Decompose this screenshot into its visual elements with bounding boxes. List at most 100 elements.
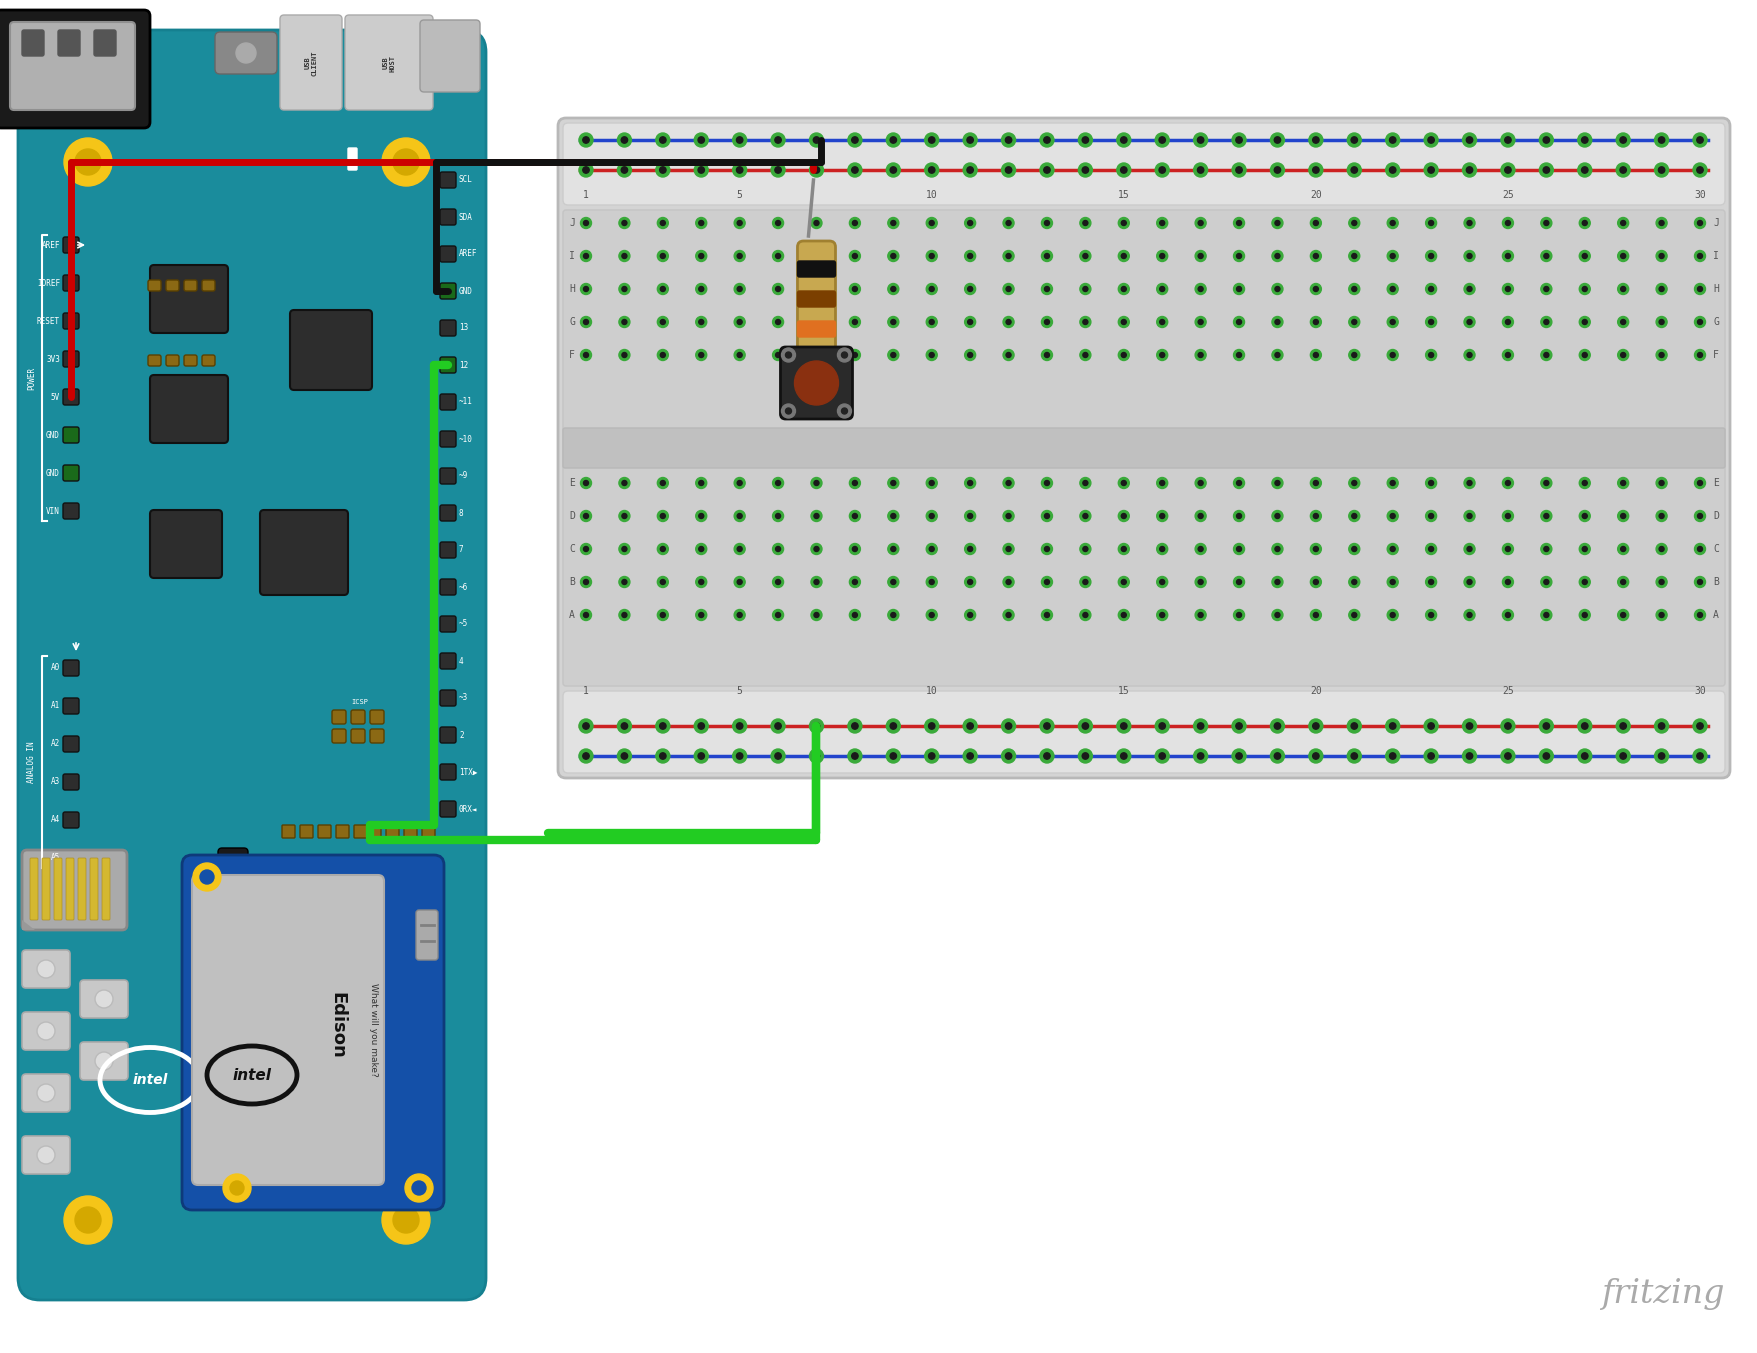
Circle shape <box>852 480 857 486</box>
Text: ~10: ~10 <box>459 434 473 444</box>
Circle shape <box>1351 287 1356 291</box>
Circle shape <box>926 576 936 587</box>
Circle shape <box>847 162 861 177</box>
Circle shape <box>1117 250 1128 261</box>
Circle shape <box>929 480 933 486</box>
Circle shape <box>1539 510 1551 521</box>
FancyBboxPatch shape <box>54 858 61 920</box>
Circle shape <box>661 514 664 518</box>
Circle shape <box>583 547 589 552</box>
Text: Edison: Edison <box>329 992 346 1058</box>
Circle shape <box>1386 544 1397 555</box>
Circle shape <box>1578 478 1590 488</box>
Circle shape <box>1079 544 1091 555</box>
Circle shape <box>1079 478 1091 488</box>
Circle shape <box>1581 287 1587 291</box>
Circle shape <box>1659 253 1664 258</box>
FancyBboxPatch shape <box>183 855 445 1210</box>
Circle shape <box>1005 137 1012 143</box>
Circle shape <box>1193 718 1207 733</box>
Circle shape <box>1386 510 1397 521</box>
FancyBboxPatch shape <box>221 858 242 869</box>
Circle shape <box>966 319 972 325</box>
Circle shape <box>810 510 822 521</box>
Circle shape <box>1620 319 1625 325</box>
Circle shape <box>1539 609 1551 621</box>
Circle shape <box>1620 221 1625 226</box>
Circle shape <box>887 349 898 360</box>
Circle shape <box>1504 514 1509 518</box>
Text: C: C <box>569 544 575 553</box>
FancyBboxPatch shape <box>439 468 455 484</box>
Circle shape <box>659 723 666 729</box>
Circle shape <box>1233 609 1244 621</box>
Circle shape <box>1116 133 1130 147</box>
Circle shape <box>1423 750 1437 763</box>
Circle shape <box>381 138 430 185</box>
Circle shape <box>1581 723 1587 729</box>
Circle shape <box>1082 547 1088 552</box>
FancyBboxPatch shape <box>439 394 455 410</box>
Circle shape <box>200 870 214 884</box>
Circle shape <box>1003 284 1014 295</box>
Circle shape <box>1504 579 1509 584</box>
Circle shape <box>889 723 896 729</box>
Circle shape <box>1232 750 1246 763</box>
Circle shape <box>1156 510 1167 521</box>
FancyBboxPatch shape <box>63 812 79 828</box>
Circle shape <box>963 133 977 147</box>
Circle shape <box>1464 576 1474 587</box>
Circle shape <box>1390 547 1395 552</box>
Circle shape <box>734 576 745 587</box>
FancyBboxPatch shape <box>63 313 79 329</box>
Circle shape <box>1309 133 1321 147</box>
Circle shape <box>1198 547 1202 552</box>
Circle shape <box>1386 317 1397 327</box>
Circle shape <box>1274 166 1279 173</box>
Circle shape <box>1504 353 1509 357</box>
Circle shape <box>583 137 589 143</box>
Circle shape <box>965 218 975 229</box>
Circle shape <box>1465 547 1471 552</box>
Circle shape <box>1082 253 1088 258</box>
Circle shape <box>698 166 705 173</box>
FancyBboxPatch shape <box>420 20 480 92</box>
Circle shape <box>1044 480 1049 486</box>
Circle shape <box>1160 319 1165 325</box>
Text: 1: 1 <box>583 189 589 200</box>
Circle shape <box>1198 221 1202 226</box>
Circle shape <box>1156 609 1167 621</box>
FancyBboxPatch shape <box>23 950 70 988</box>
Circle shape <box>1077 750 1091 763</box>
Circle shape <box>1351 579 1356 584</box>
Circle shape <box>1272 218 1283 229</box>
Circle shape <box>1235 613 1240 617</box>
Circle shape <box>381 1196 430 1243</box>
Circle shape <box>1618 166 1625 173</box>
Circle shape <box>887 609 898 621</box>
Circle shape <box>1040 544 1052 555</box>
Circle shape <box>810 250 822 261</box>
Text: 5V: 5V <box>51 392 60 402</box>
Circle shape <box>1543 723 1548 729</box>
FancyBboxPatch shape <box>332 729 346 743</box>
Circle shape <box>1697 514 1701 518</box>
Circle shape <box>1121 353 1126 357</box>
Circle shape <box>1659 547 1664 552</box>
Circle shape <box>1346 718 1360 733</box>
Circle shape <box>37 1022 54 1040</box>
Circle shape <box>1464 250 1474 261</box>
Circle shape <box>1160 353 1165 357</box>
FancyBboxPatch shape <box>351 729 365 743</box>
Circle shape <box>1504 319 1509 325</box>
FancyBboxPatch shape <box>798 291 835 307</box>
Circle shape <box>1235 752 1242 759</box>
Circle shape <box>1425 544 1435 555</box>
Text: intel: intel <box>132 1073 167 1086</box>
Text: A0: A0 <box>51 663 60 672</box>
Circle shape <box>193 863 221 892</box>
Circle shape <box>965 349 975 360</box>
Circle shape <box>1386 284 1397 295</box>
Circle shape <box>696 478 706 488</box>
Circle shape <box>852 613 857 617</box>
